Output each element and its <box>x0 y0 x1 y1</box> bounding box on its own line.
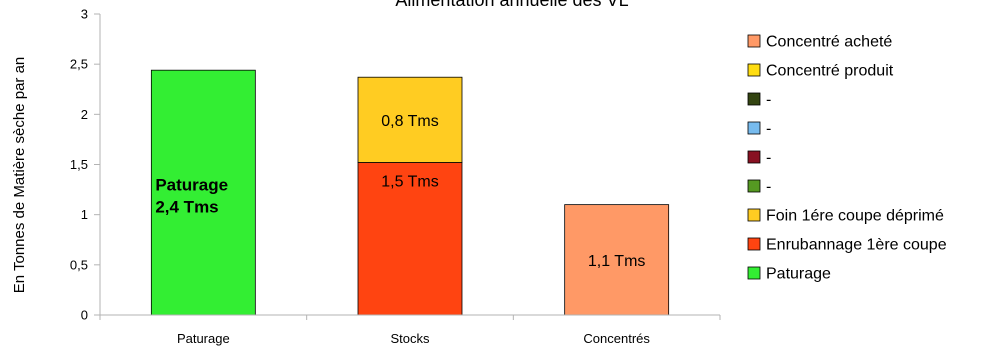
legend-swatch <box>747 179 761 193</box>
legend-swatch <box>747 63 761 77</box>
legend-label: - <box>766 92 771 109</box>
x-tick-label: Stocks <box>390 331 430 346</box>
chart-title-group: Alimentation annuelle des VL <box>395 0 628 10</box>
y-tick-label: 1,5 <box>70 157 88 172</box>
legend-swatch <box>747 121 761 135</box>
legend-label: - <box>766 179 771 196</box>
legend-label: - <box>766 121 771 138</box>
legend-label: Concentré produit <box>766 63 894 80</box>
x-tick-label: Paturage <box>177 331 230 346</box>
bar-data-label: 1,1 Tms <box>588 253 646 270</box>
legend-swatch <box>747 92 761 106</box>
bar-data-label: 1,5 Tms <box>381 173 439 190</box>
bar-segment <box>564 204 670 316</box>
legend-label: - <box>766 150 771 167</box>
y-tick-label: 0 <box>81 308 88 323</box>
bar-segment <box>357 162 463 316</box>
legend-label: Foin 1ére coupe déprimé <box>766 208 944 225</box>
y-tick-label: 2 <box>81 107 88 122</box>
axes: 0 0,5 1 1,5 2 2,5 3 Paturage Stocks Concentrés <box>70 7 721 346</box>
legend: Concentré acheté Concentré produit - - - - Foi… <box>747 34 947 283</box>
legend-swatch <box>747 150 761 164</box>
legend-swatch <box>747 208 761 222</box>
legend-label: Enrubannage 1ère coupe <box>766 237 947 254</box>
y-tick-label: 0,5 <box>70 257 88 272</box>
legend-label: Concentré acheté <box>766 34 892 51</box>
legend-swatch <box>747 34 761 48</box>
bar-segment <box>357 76 463 163</box>
x-tick-label: Concentrés <box>583 331 650 346</box>
y-tick-label: 3 <box>81 7 88 22</box>
bar-data-label: 2,4 Tms <box>155 198 218 217</box>
bar-segment <box>150 69 256 316</box>
y-tick-label: 1 <box>81 207 88 222</box>
chart-title: Alimentation annuelle des VL <box>395 0 628 10</box>
legend-label: Paturage <box>766 266 831 283</box>
plot-area: Paturage 2,4 Tms 1,5 Tms 0,8 Tms 1,1 Tms <box>150 69 670 316</box>
bar-data-label: 0,8 Tms <box>381 113 439 130</box>
y-axis-label: En Tonnes de Matière sèche par an <box>11 57 28 294</box>
bar-data-label: Paturage <box>155 176 228 195</box>
legend-swatch <box>747 237 761 251</box>
y-tick-label: 2,5 <box>70 57 88 72</box>
legend-swatch <box>747 266 761 280</box>
